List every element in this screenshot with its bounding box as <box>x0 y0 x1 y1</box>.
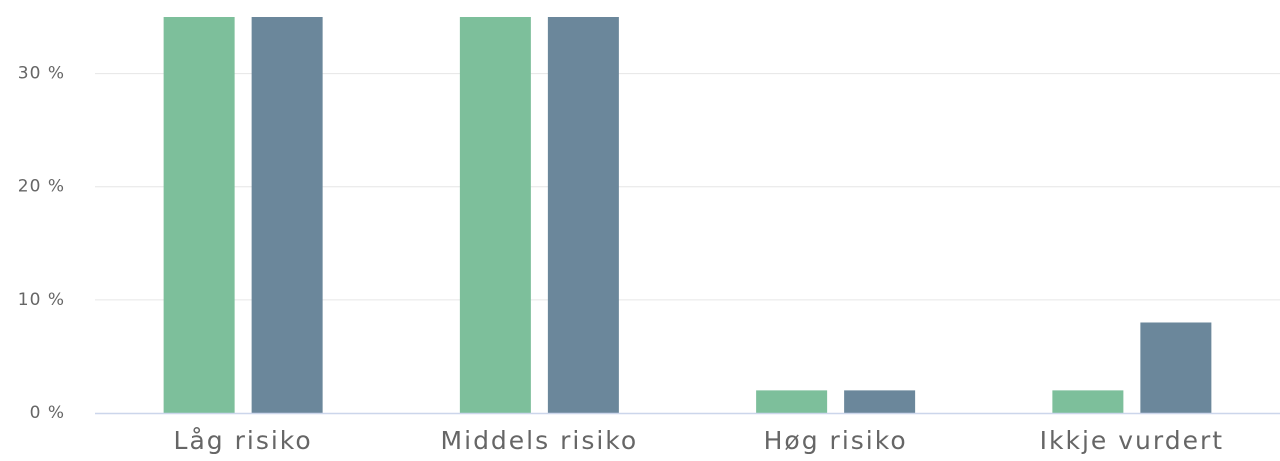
bar <box>251 17 323 413</box>
labels: 0 % 10 % 20 % 30 % Låg risiko Middels risiko H… <box>18 64 1280 455</box>
bar <box>163 17 235 413</box>
y-tick-label: 10 % <box>18 290 65 310</box>
x-tick-label: Låg risiko <box>174 426 313 455</box>
y-tick-label: 30 % <box>18 64 65 84</box>
bar <box>547 17 619 413</box>
bar <box>1052 390 1124 413</box>
bars <box>163 17 1212 413</box>
x-tick-label: Høg risiko <box>764 426 908 455</box>
x-tick-label: Middels risiko <box>441 426 639 455</box>
bar <box>459 17 531 413</box>
y-tick-label: 20 % <box>18 177 65 197</box>
bar <box>1140 322 1212 413</box>
bar <box>844 390 916 413</box>
x-tick-label: Ikkje vurdert <box>1040 426 1224 455</box>
y-tick-label: 0 % <box>30 403 65 423</box>
bar <box>756 390 828 413</box>
